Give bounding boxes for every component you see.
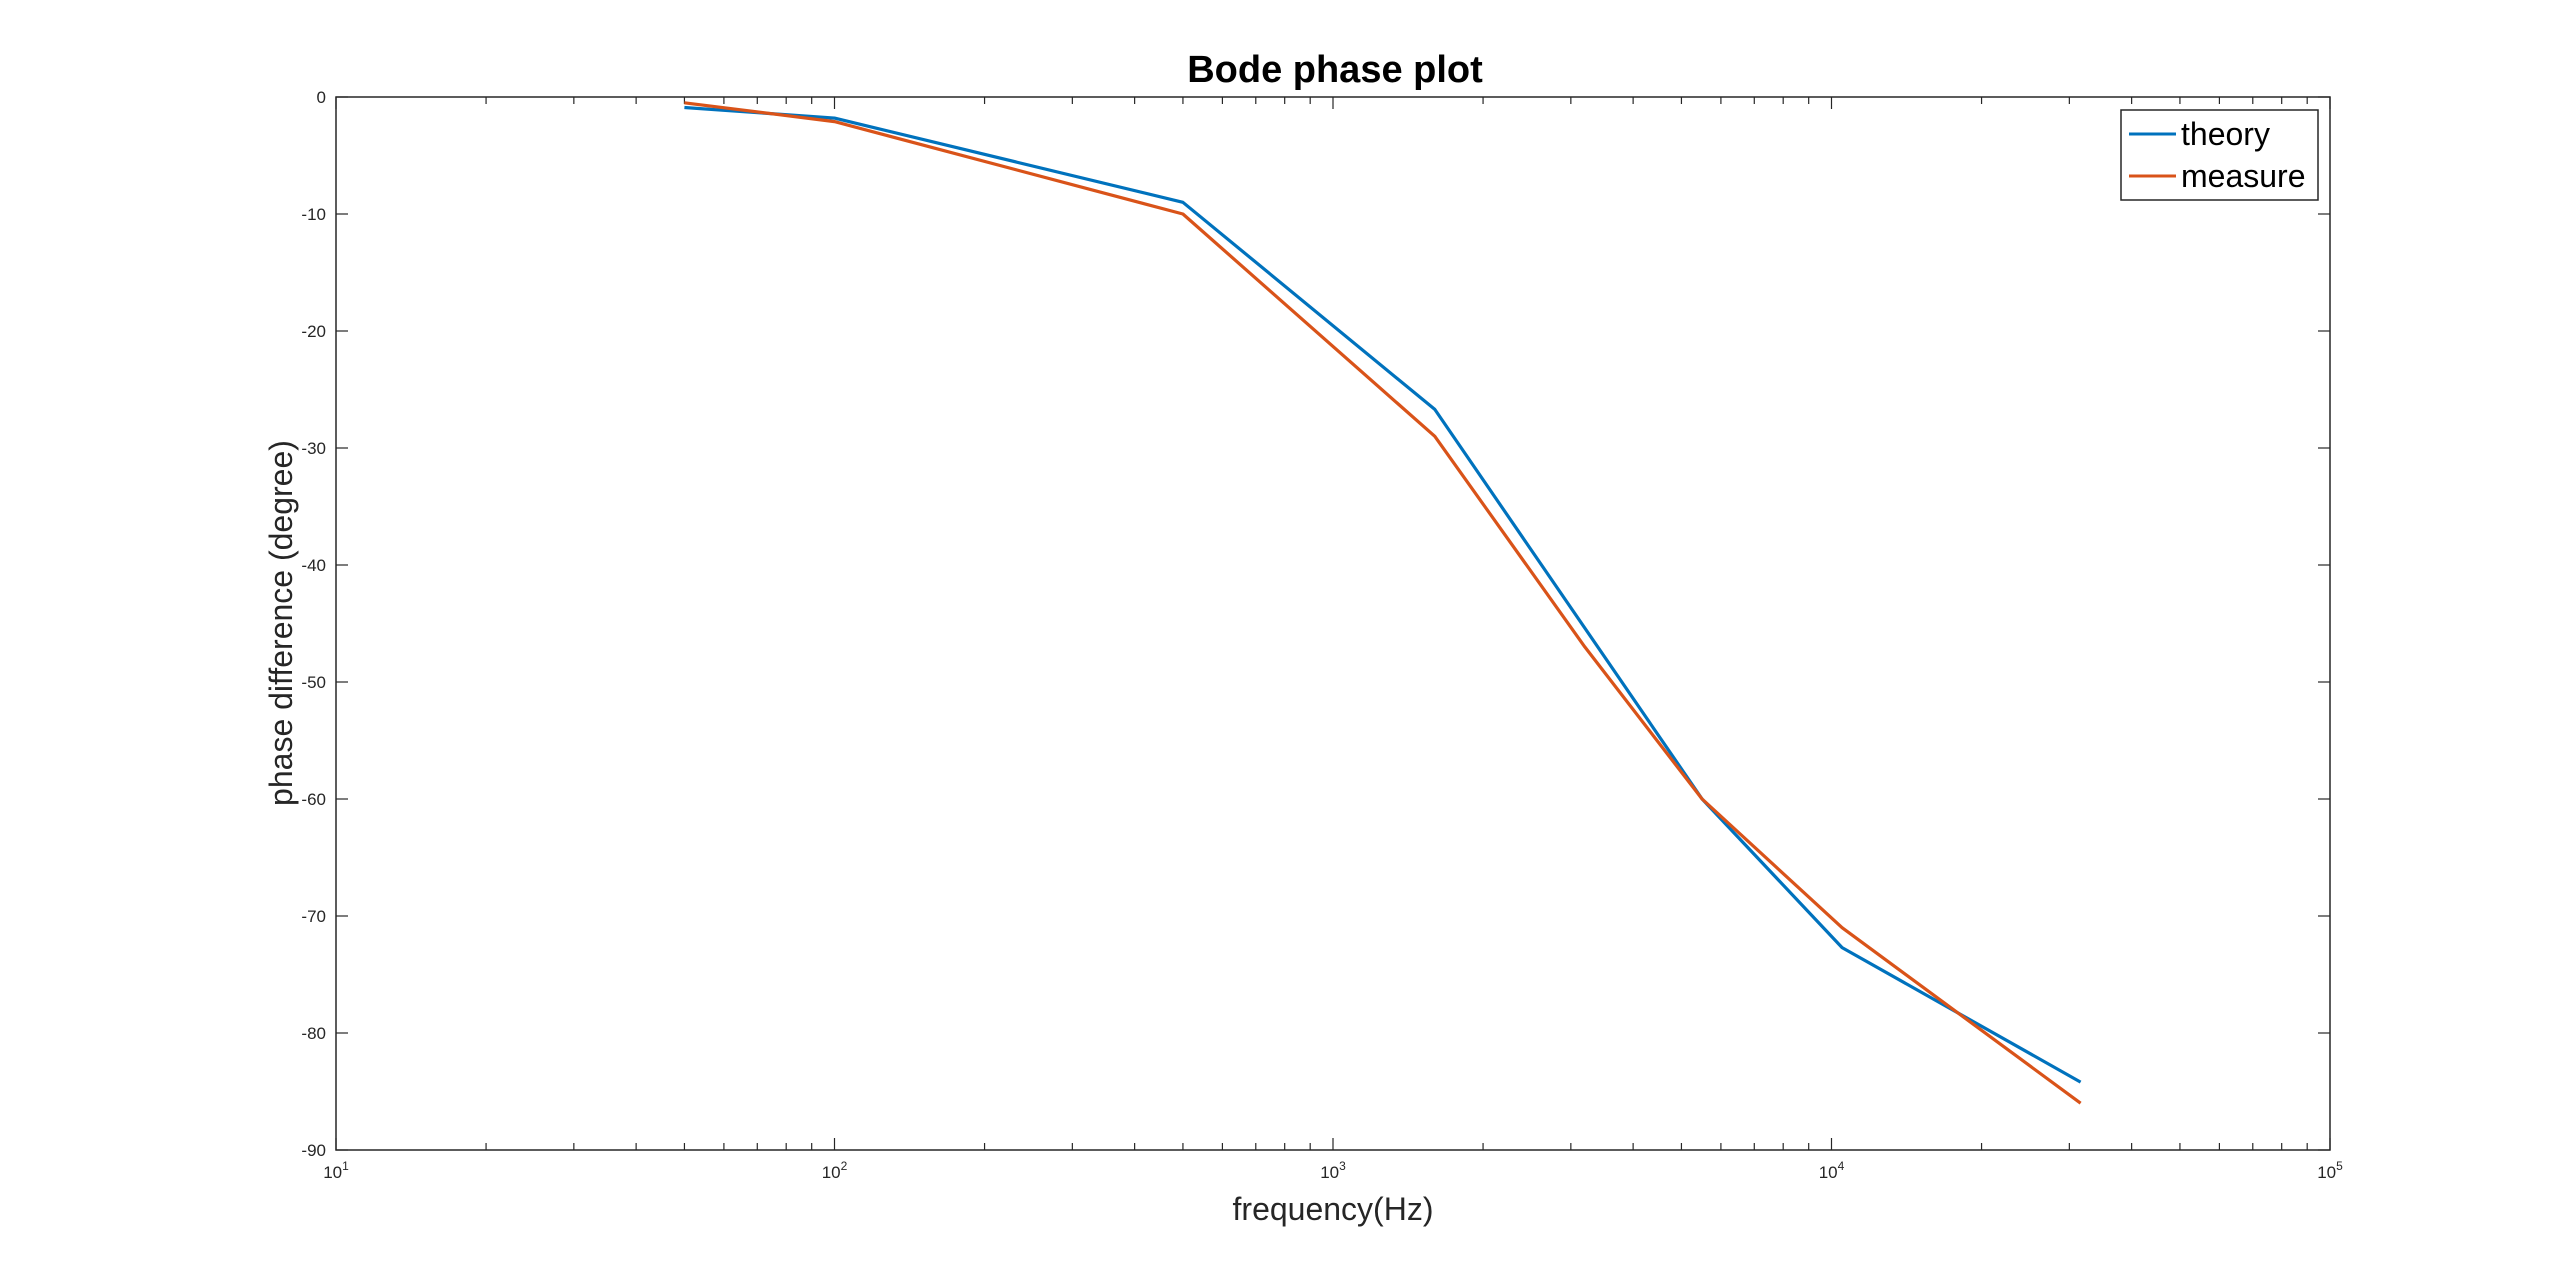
y-tick-label: -50 <box>301 673 326 692</box>
legend: theory measure <box>2120 109 2319 201</box>
x-tick-label: 105 <box>2317 1159 2343 1182</box>
series-line-measure <box>684 101 2082 1105</box>
x-tick-label: 102 <box>822 1159 848 1182</box>
x-tick-label: 101 <box>323 1159 349 1182</box>
x-tick-label-exponent: 3 <box>1339 1159 1346 1173</box>
legend-label-measure: measure <box>2181 158 2306 194</box>
axis-ticks <box>335 96 2331 1151</box>
x-tick-label-base: 10 <box>1320 1163 1339 1182</box>
plot-area: 0-10-20-30-40-50-60-70-80-90 101 102 103 10… <box>301 88 2343 1182</box>
x-tick-label-base: 10 <box>323 1163 342 1182</box>
x-axis-label: frequency(Hz) <box>1233 1191 1434 1227</box>
x-tick-label-exponent: 2 <box>841 1159 848 1173</box>
x-tick-label: 103 <box>1320 1159 1346 1182</box>
y-tick-label: -20 <box>301 322 326 341</box>
axes-box <box>335 96 2331 1151</box>
legend-box <box>2120 109 2319 201</box>
x-tick-labels: 101 102 103 104 105 <box>323 1159 2343 1182</box>
y-tick-label: 0 <box>317 88 326 107</box>
y-tick-label: -90 <box>301 1141 326 1160</box>
x-tick-label-exponent: 5 <box>2336 1159 2343 1173</box>
y-tick-label: -80 <box>301 1024 326 1043</box>
y-tick-label: -60 <box>301 790 326 809</box>
x-tick-label-exponent: 1 <box>342 1159 349 1173</box>
x-tick-label-exponent: 4 <box>1838 1159 1845 1173</box>
y-tick-label: -40 <box>301 556 326 575</box>
series-line-theory <box>684 105 2082 1084</box>
chart-title: Bode phase plot <box>1187 49 1483 91</box>
x-tick-label: 104 <box>1819 1159 1845 1182</box>
x-tick-label-base: 10 <box>1819 1163 1838 1182</box>
y-tick-labels: 0 -10 -20 -30 -40 -50 -60 -70 -80 -90 <box>301 88 326 1160</box>
x-tick-label-base: 10 <box>822 1163 841 1182</box>
y-tick-label: -10 <box>301 205 326 224</box>
x-tick-label-base: 10 <box>2317 1163 2336 1182</box>
y-tick-label: -30 <box>301 439 326 458</box>
y-tick-label: -70 <box>301 907 326 926</box>
legend-label-theory: theory <box>2181 116 2270 152</box>
series-lines <box>684 101 2082 1105</box>
y-axis-label: phase difference (degree) <box>263 440 299 806</box>
